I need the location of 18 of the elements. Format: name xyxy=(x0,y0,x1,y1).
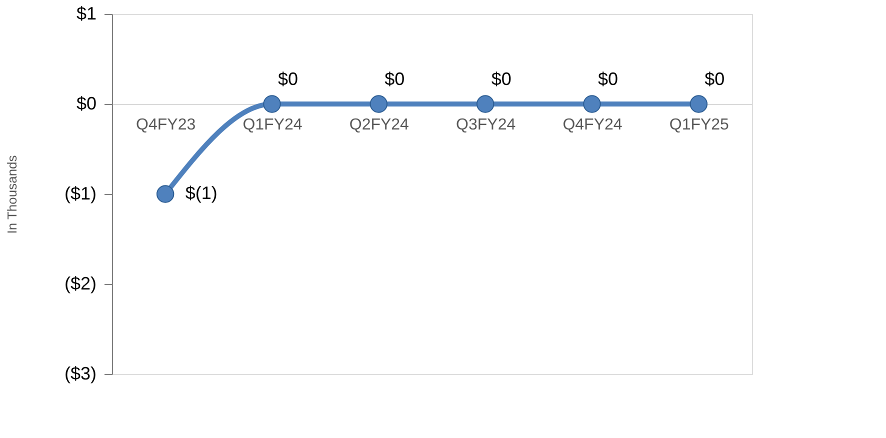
y-tick-label: ($2) xyxy=(64,274,96,294)
x-tick-label: Q4FY23 xyxy=(136,116,196,134)
data-label: $0 xyxy=(278,69,298,89)
y-tick-label: $1 xyxy=(76,4,96,24)
data-label: $0 xyxy=(704,69,725,89)
data-label: $0 xyxy=(598,69,618,89)
x-tick-label: Q1FY24 xyxy=(242,116,302,134)
x-tick-label: Q4FY24 xyxy=(562,116,622,134)
data-label: $0 xyxy=(491,69,512,89)
data-label: $0 xyxy=(384,69,405,89)
y-tick-label: ($3) xyxy=(64,364,96,384)
x-tick-label: Q1FY25 xyxy=(669,116,730,134)
x-tick-label: Q3FY24 xyxy=(456,116,516,134)
y-tick-label: ($1) xyxy=(64,184,96,204)
data-label: $(1) xyxy=(185,183,218,203)
y-tick-label: $0 xyxy=(76,94,96,114)
y-axis-title: In Thousands xyxy=(4,154,20,234)
x-tick-label: Q2FY24 xyxy=(349,116,410,134)
